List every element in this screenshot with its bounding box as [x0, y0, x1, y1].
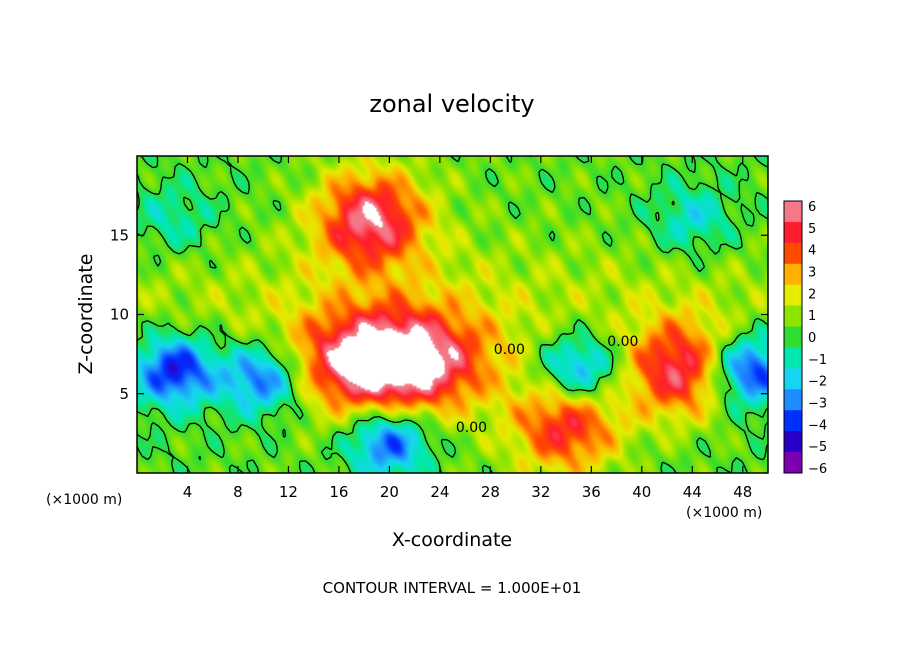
- colorbar-tick-label: 2: [808, 287, 816, 302]
- colorbar-swatch: [784, 389, 802, 411]
- x-tick-label: 20: [380, 483, 399, 501]
- colorbar-tick-label: 1: [808, 309, 816, 324]
- x-tick-label: 24: [430, 483, 449, 501]
- x-tick-label: 16: [329, 483, 348, 501]
- colorbar-tick-label: −5: [808, 440, 827, 455]
- contour-label-group: 0.00 0.00 0.00: [456, 334, 639, 436]
- colorbar-swatch: [784, 410, 802, 432]
- colorbar-tick-label: −1: [808, 353, 827, 368]
- y-unit-label: (×1000 m): [46, 492, 122, 508]
- colorbar-tick-label: 6: [808, 200, 816, 215]
- contour-label: 0.00: [494, 342, 525, 358]
- colorbar-frame: [783, 200, 803, 474]
- colorbar-swatch: [784, 347, 802, 369]
- x-tick-label: 4: [183, 483, 193, 501]
- contour-interval-note: CONTOUR INTERVAL = 1.000E+01: [323, 579, 582, 597]
- y-tick-label: 10: [110, 306, 129, 324]
- x-tick-label: 12: [279, 483, 298, 501]
- x-tick-label: 36: [582, 483, 601, 501]
- colorbar-swatch: [784, 263, 802, 286]
- x-tick-label: 44: [683, 483, 702, 501]
- colorbar-tick-label: −3: [808, 397, 827, 412]
- x-axis-label: X-coordinate: [392, 529, 512, 551]
- x-tick-label: 8: [233, 483, 243, 501]
- y-axis: 5 10 15: [110, 226, 768, 403]
- plot-area: 0.00 0.00 0.00: [136, 155, 769, 474]
- chart-title: zonal velocity: [369, 90, 534, 118]
- colorbar-swatch: [784, 221, 802, 244]
- colorbar-tick-label: 4: [808, 244, 816, 259]
- colorbar-tick-label: −6: [808, 462, 827, 477]
- colorbar-tick-label: −2: [808, 375, 827, 390]
- colorbar-tick-label: 5: [808, 222, 816, 237]
- colorbar-tick-label: 0: [808, 331, 816, 346]
- y-axis-label: Z-coordinate: [75, 254, 97, 375]
- x-tick-label: 32: [531, 483, 550, 501]
- colorbar-swatch: [784, 326, 802, 348]
- colorbar-swatch: [784, 284, 802, 307]
- colorbar-tick-label: 3: [808, 266, 816, 281]
- heatmap-field: [137, 156, 768, 473]
- x-unit-label: (×1000 m): [686, 505, 762, 521]
- colorbar-swatch: [784, 201, 802, 223]
- colorbar-swatch: [784, 431, 802, 453]
- colorbar: 6 5 4 3 2 1 0 −1 −2 −3 −4 −5 −6: [783, 200, 827, 477]
- y-tick-label: 15: [110, 226, 129, 244]
- colorbar-swatch: [784, 452, 802, 474]
- y-tick-label: 5: [119, 385, 129, 403]
- x-axis: 4 8 12 16 20 24 28 32 36 40 44 48: [183, 156, 752, 501]
- colorbar-swatch: [784, 242, 802, 265]
- contour-label: 0.00: [456, 420, 487, 436]
- x-tick-label: 48: [733, 483, 752, 501]
- colorbar-tick-label: −4: [808, 418, 827, 433]
- contour-label: 0.00: [607, 334, 638, 350]
- colorbar-swatch: [784, 368, 802, 390]
- x-tick-label: 28: [481, 483, 500, 501]
- colorbar-swatch: [784, 305, 802, 328]
- x-tick-label: 40: [632, 483, 651, 501]
